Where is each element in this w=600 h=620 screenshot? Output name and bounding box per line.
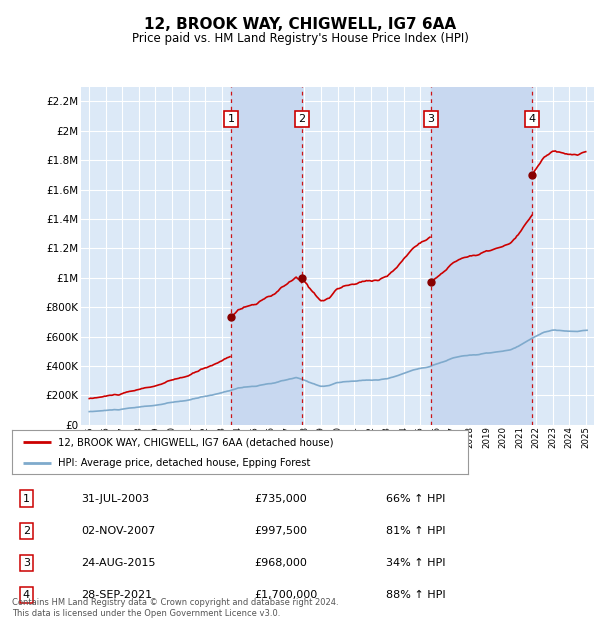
Text: 3: 3 [427, 114, 434, 124]
Text: 2: 2 [298, 114, 305, 124]
Text: 31-JUL-2003: 31-JUL-2003 [81, 494, 149, 503]
Text: 12, BROOK WAY, CHIGWELL, IG7 6AA (detached house): 12, BROOK WAY, CHIGWELL, IG7 6AA (detach… [58, 437, 333, 447]
Text: £735,000: £735,000 [254, 494, 307, 503]
Text: 1: 1 [228, 114, 235, 124]
Text: 02-NOV-2007: 02-NOV-2007 [81, 526, 155, 536]
Text: 12, BROOK WAY, CHIGWELL, IG7 6AA: 12, BROOK WAY, CHIGWELL, IG7 6AA [144, 17, 456, 32]
Text: 1: 1 [23, 494, 30, 503]
Text: 4: 4 [529, 114, 536, 124]
Text: 4: 4 [23, 590, 30, 600]
Bar [231, 87, 302, 425]
Text: HPI: Average price, detached house, Epping Forest: HPI: Average price, detached house, Eppi… [58, 458, 310, 468]
Text: 34% ↑ HPI: 34% ↑ HPI [386, 558, 446, 568]
Text: £968,000: £968,000 [254, 558, 307, 568]
Text: 81% ↑ HPI: 81% ↑ HPI [386, 526, 446, 536]
Text: Price paid vs. HM Land Registry's House Price Index (HPI): Price paid vs. HM Land Registry's House … [131, 32, 469, 45]
Text: £997,500: £997,500 [254, 526, 307, 536]
Text: 3: 3 [23, 558, 30, 568]
Text: 24-AUG-2015: 24-AUG-2015 [81, 558, 155, 568]
Text: £1,700,000: £1,700,000 [254, 590, 317, 600]
Text: 88% ↑ HPI: 88% ↑ HPI [386, 590, 446, 600]
Text: 2: 2 [23, 526, 30, 536]
Bar [431, 87, 532, 425]
Text: 28-SEP-2021: 28-SEP-2021 [81, 590, 152, 600]
Text: 66% ↑ HPI: 66% ↑ HPI [386, 494, 446, 503]
Text: Contains HM Land Registry data © Crown copyright and database right 2024.
This d: Contains HM Land Registry data © Crown c… [12, 598, 338, 618]
